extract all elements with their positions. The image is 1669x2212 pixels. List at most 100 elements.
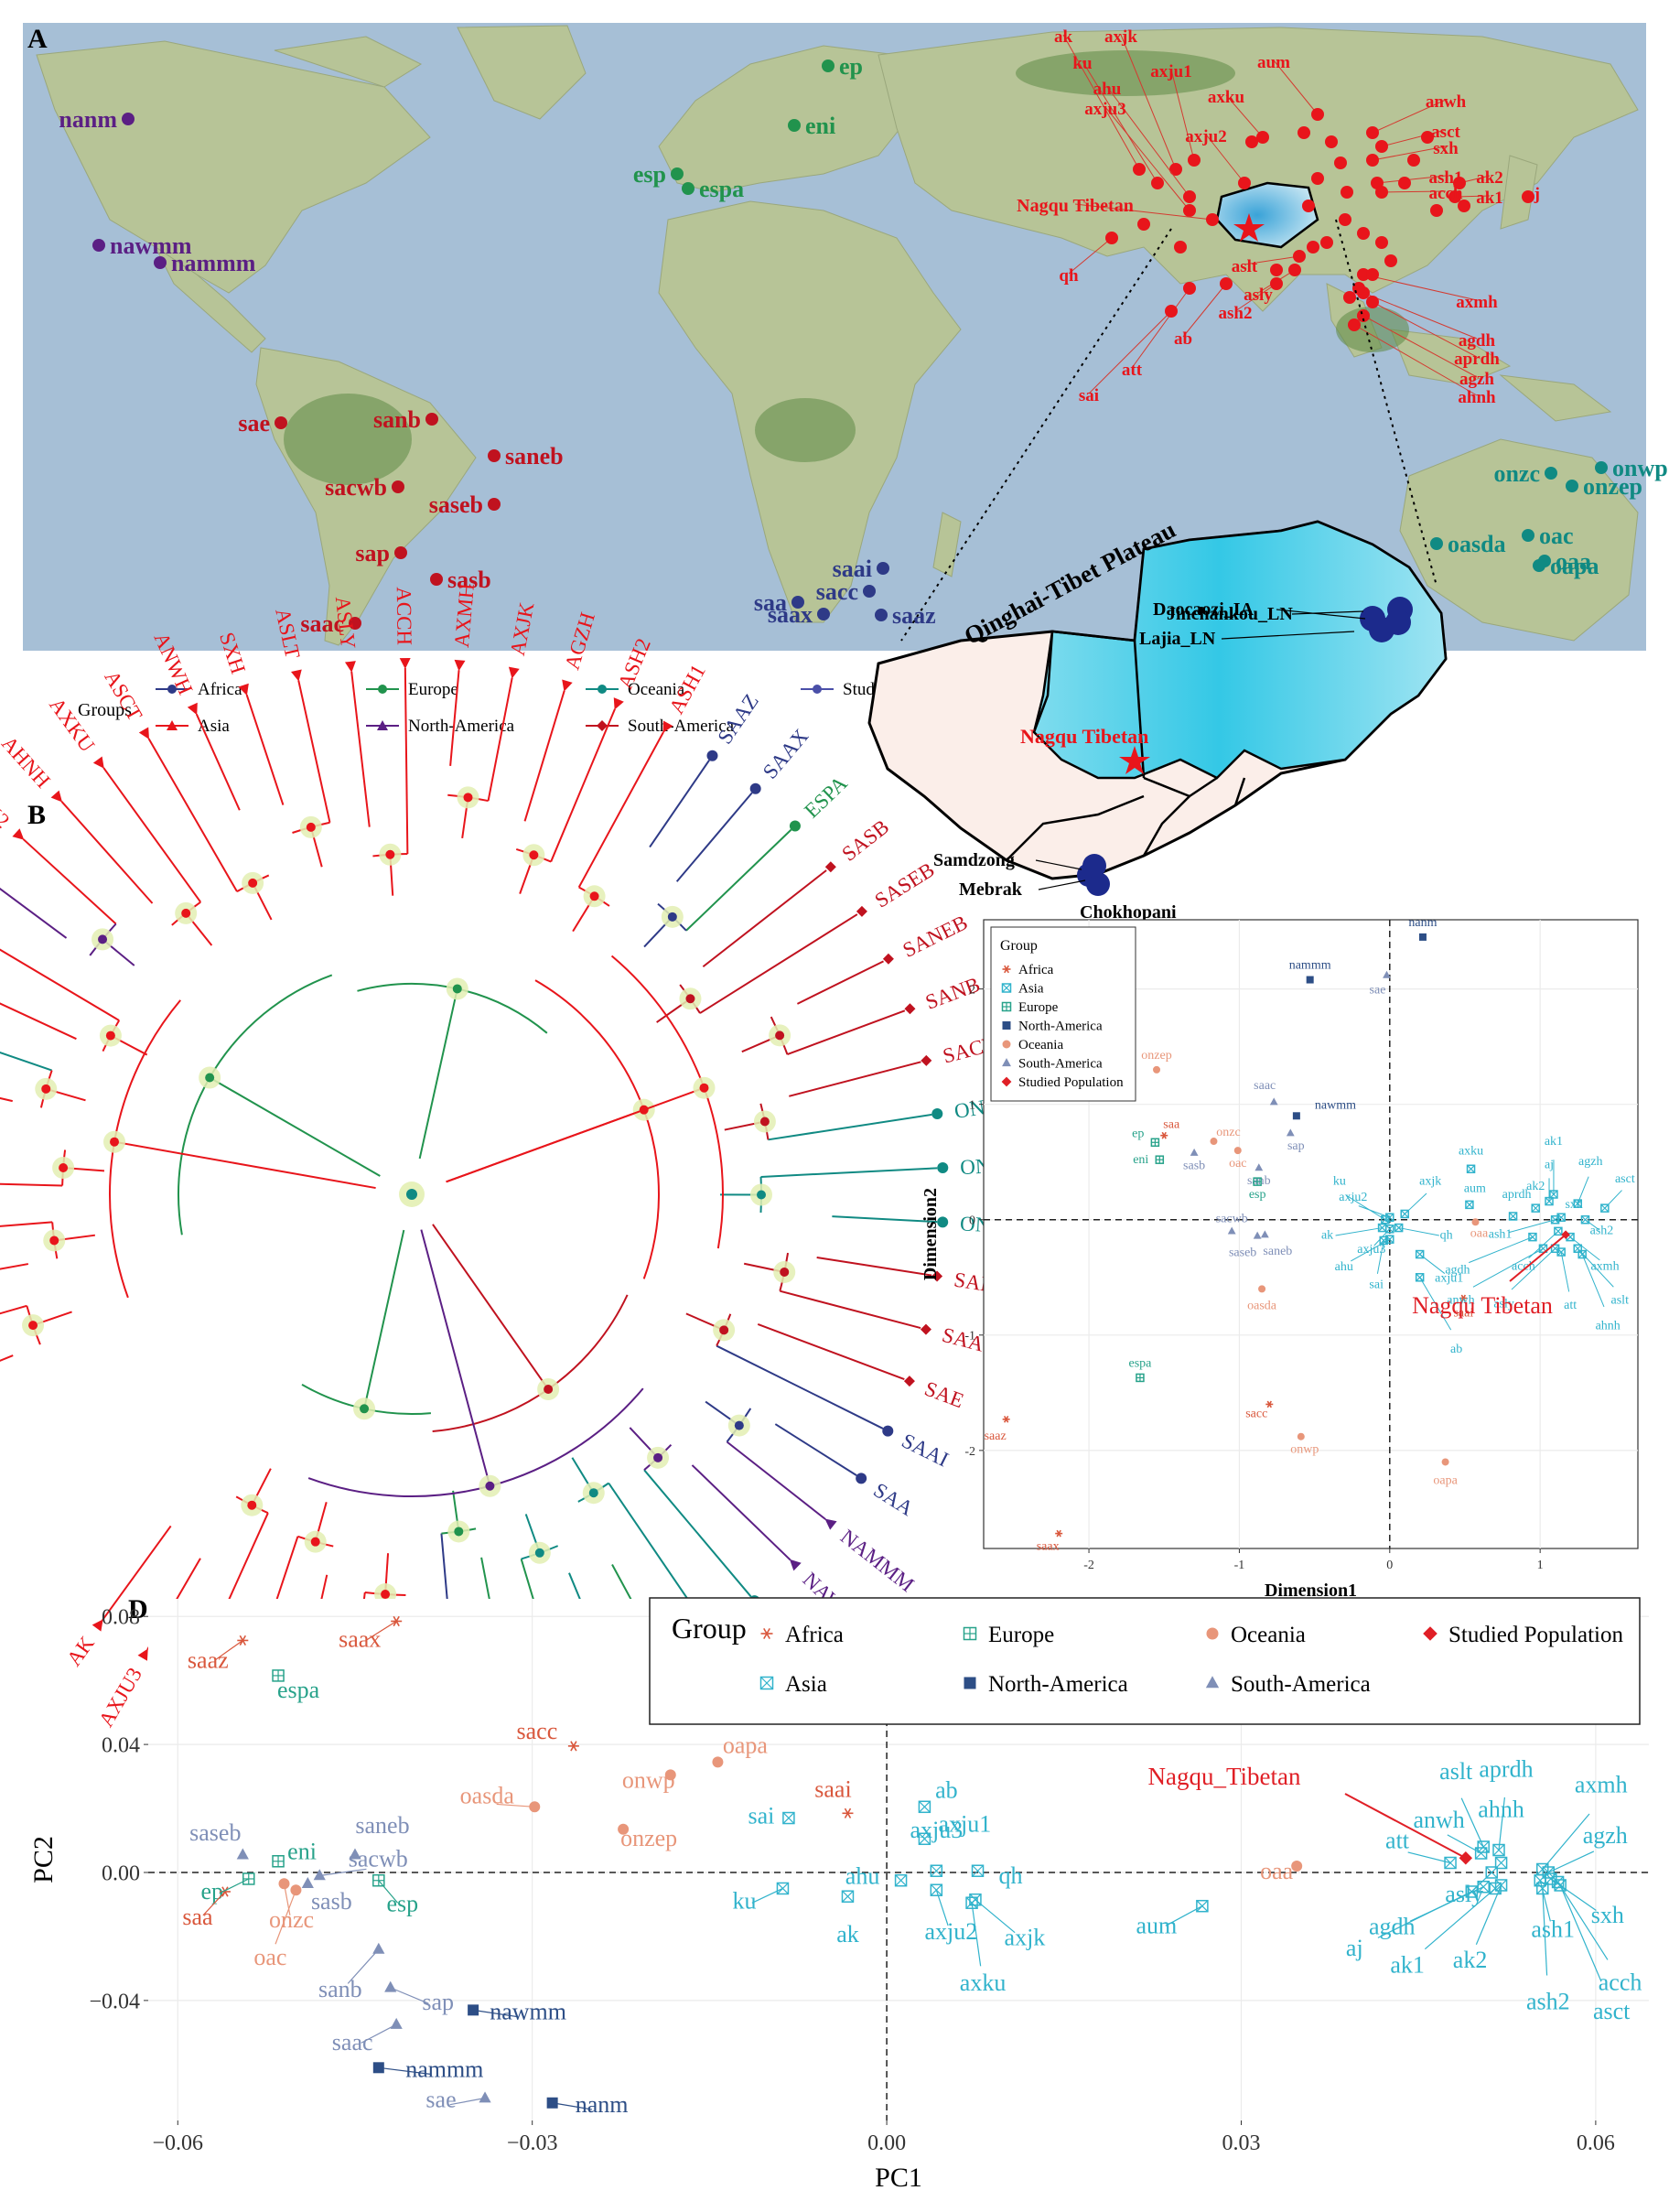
plot-D-point-36-box bbox=[965, 1896, 978, 1909]
plot-D-legend-marker-0-ray-120 bbox=[763, 1627, 770, 1640]
plot-C-point-5 bbox=[1292, 1112, 1300, 1120]
map-asia-label-17: Nagqu Tibetan bbox=[1017, 196, 1134, 216]
plot-C-label-41: aj bbox=[1545, 1159, 1554, 1172]
tree-node-8 bbox=[105, 1030, 115, 1041]
plot-C-point-19 bbox=[1136, 1373, 1145, 1383]
plot-C-label-31: sai bbox=[1369, 1278, 1384, 1291]
plot-D-point-11 bbox=[349, 1848, 361, 1860]
plot-C-point-37-box bbox=[1465, 1200, 1474, 1210]
map-label-saa: saa bbox=[754, 589, 787, 616]
plot-C-point-33-box bbox=[1394, 1223, 1404, 1233]
plot-D-point-26-d2 bbox=[782, 1812, 795, 1824]
plot-C-leader-32 bbox=[1404, 1192, 1427, 1214]
tree-branch-36 bbox=[816, 1256, 932, 1277]
tree-tip-22 bbox=[562, 679, 573, 692]
plot-D-point-30-box bbox=[930, 1864, 943, 1877]
tree-label-41: NAMMM bbox=[836, 1525, 919, 1596]
plot-C-point-32-box bbox=[1400, 1209, 1409, 1219]
legend-label-1: Europe bbox=[408, 680, 458, 699]
map-label-saaz: saaz bbox=[892, 602, 936, 629]
tree-branch-21 bbox=[487, 677, 513, 802]
map-label-saneb: saneb bbox=[505, 443, 564, 469]
map-asia-label-6: aum bbox=[1257, 53, 1290, 72]
legend-marker-1 bbox=[378, 685, 387, 694]
tree-node-44 bbox=[588, 1488, 598, 1498]
map-label-onzep: onzep bbox=[1583, 473, 1642, 500]
map-leader-26 bbox=[1372, 301, 1478, 358]
plot-C-point-21-ray-120 bbox=[1266, 1400, 1272, 1408]
tree-branch-34 bbox=[760, 1167, 938, 1178]
plot-D-legend-marker-3 bbox=[1423, 1626, 1437, 1641]
plot-C-point-35-box bbox=[1415, 1273, 1425, 1282]
plot-C-annotation-line bbox=[1509, 1234, 1567, 1282]
plot-C-label-54: aslt bbox=[1611, 1293, 1630, 1307]
plot-C-point-44-box bbox=[1600, 1203, 1610, 1213]
plot-D-label-40: anwh bbox=[1413, 1807, 1464, 1833]
map-label-esp: esp bbox=[633, 161, 666, 188]
plot-D-leader-19 bbox=[347, 1948, 380, 1984]
map-asia-extra-7 bbox=[1339, 213, 1351, 226]
plot-C-point-47-box bbox=[1580, 1214, 1590, 1225]
tree-tip-37 bbox=[920, 1323, 931, 1335]
map-point-sasb bbox=[430, 573, 443, 586]
plot-D-leader-37 bbox=[1165, 1905, 1203, 1926]
map-asia-point-16 bbox=[1522, 190, 1534, 203]
plot-C-leader-26 bbox=[1346, 1194, 1386, 1221]
plot-D-legend-marker-2 bbox=[1206, 1627, 1219, 1640]
map-asia-label-15: ak1 bbox=[1476, 189, 1503, 208]
plot-D-label-27: ab bbox=[935, 1776, 958, 1803]
plot-C-leader-47 bbox=[1585, 1219, 1600, 1231]
plot-D-point-37-box bbox=[1196, 1899, 1209, 1913]
panel-d-pca: D −0.06 −0.03 0.00 0.03 0.06 −0.04 0.00 0.04 0.0… bbox=[28, 1594, 1649, 2193]
map-leader-17 bbox=[1074, 203, 1213, 221]
map-asia-label-28: sai bbox=[1079, 386, 1099, 405]
tree-label-30: SANEB bbox=[899, 911, 972, 962]
tree-branch-10 bbox=[0, 887, 68, 939]
tree-tip-33 bbox=[931, 1107, 943, 1119]
map-label-nawmm: nawmm bbox=[110, 232, 192, 259]
inset-site-arrow-north-0 bbox=[1291, 610, 1364, 615]
map-asia-label-24: att bbox=[1122, 361, 1143, 380]
tree-deep-stem-4 bbox=[363, 1229, 405, 1409]
map-asia-label-26: aprdh bbox=[1454, 350, 1500, 369]
tree-tip-55 bbox=[137, 1648, 148, 1661]
plot-D-label-0: saaz bbox=[188, 1646, 229, 1673]
tree-branch-7 bbox=[0, 1051, 52, 1072]
plot-C-ytick-3: 1 bbox=[969, 1099, 975, 1113]
map-asia-point-26 bbox=[1366, 296, 1379, 308]
plot-C-label-15: sacwb bbox=[1216, 1212, 1248, 1225]
tree-branch-39 bbox=[716, 1344, 884, 1430]
map-asia-label-11: sxh bbox=[1433, 139, 1459, 158]
map-point-onwp bbox=[1595, 461, 1608, 474]
plot-C-legend-marker-2 bbox=[1001, 1001, 1012, 1012]
tree-branch-32 bbox=[789, 1061, 921, 1097]
plot-D-legend-marker-1 bbox=[963, 1626, 977, 1641]
plot-D-legend-marker-4-d2 bbox=[760, 1677, 773, 1689]
plot-C-point-1 bbox=[1306, 976, 1314, 984]
plot-D-leader-22 bbox=[473, 2009, 518, 2018]
legend-marker-5 bbox=[377, 720, 388, 730]
tree-node-14 bbox=[248, 878, 258, 888]
plot-C-legend-label-0: Africa bbox=[1018, 963, 1054, 977]
tree-branch-31 bbox=[787, 1009, 906, 1056]
plot-C-label-36: axku bbox=[1459, 1144, 1483, 1158]
map-asia-label-7: axku bbox=[1208, 88, 1245, 107]
plot-D-ytick-2: 0.04 bbox=[102, 1734, 140, 1758]
map-asia-label-27: agzh bbox=[1459, 370, 1494, 389]
tree-tip-25 bbox=[706, 750, 718, 761]
plot-C-point-18 bbox=[1258, 1285, 1266, 1293]
plot-D-leader-49 bbox=[1547, 1851, 1595, 1873]
tree-branch-16 bbox=[245, 694, 285, 805]
plot-D-legend-label-5: North-America bbox=[988, 1672, 1128, 1697]
plot-C-point-20 bbox=[1002, 1415, 1010, 1423]
tree-node-28 bbox=[685, 994, 695, 1004]
plot-D-label-18: saa bbox=[182, 1904, 213, 1930]
tree-tip-18 bbox=[344, 661, 356, 673]
plot-C-xtick-0: -2 bbox=[1083, 1559, 1094, 1572]
plot-D-label-17: oac bbox=[253, 1944, 286, 1970]
plot-C-point-20-ray-120 bbox=[1003, 1415, 1009, 1423]
tree-branch-3 bbox=[0, 1221, 53, 1227]
map-point-sacc bbox=[863, 585, 876, 598]
tree-node-16 bbox=[306, 822, 316, 832]
plot-C-point-40-d2 bbox=[1531, 1203, 1540, 1213]
